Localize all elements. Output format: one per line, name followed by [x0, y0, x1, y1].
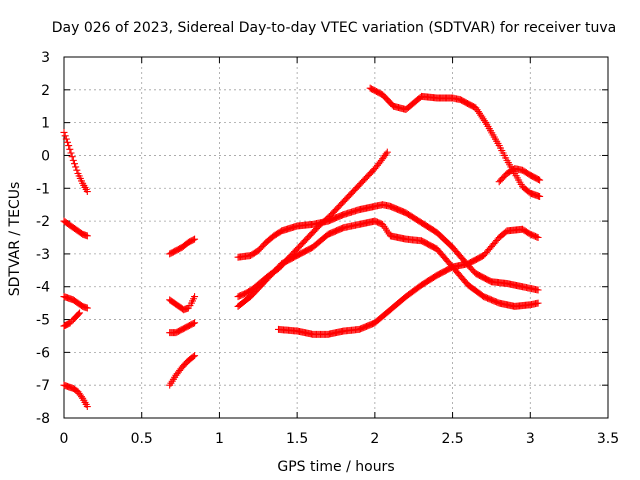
data-point: [83, 403, 91, 411]
data-point: [534, 175, 542, 183]
series-s5: [60, 381, 91, 411]
data-point: [83, 232, 91, 240]
series-s14: [366, 84, 544, 200]
y-tick-label: -3: [36, 247, 50, 263]
data-point: [536, 176, 544, 184]
series-s3: [60, 293, 91, 312]
data-point: [66, 145, 74, 153]
data-point: [191, 352, 199, 360]
x-tick-label: 1.5: [286, 431, 308, 447]
chart-title: Day 026 of 2023, Sidereal Day-to-day VTE…: [52, 20, 616, 36]
data-point: [62, 135, 70, 143]
x-axis: 0 0.5 1 1.5 2 2.5 3 3.5: [60, 57, 619, 447]
y-tick-label: -5: [36, 313, 50, 329]
x-tick-label: 0: [60, 431, 69, 447]
y-tick-label: 2: [41, 83, 50, 99]
y-tick-label: -6: [36, 345, 50, 361]
x-tick-label: 0.5: [131, 431, 153, 447]
data-point: [76, 309, 84, 317]
x-tick-label: 2.5: [441, 431, 463, 447]
data-point: [382, 150, 390, 158]
data-points: [60, 84, 544, 411]
series-s8: [166, 319, 199, 337]
grid: [64, 57, 608, 418]
data-point: [65, 142, 73, 150]
x-axis-label: GPS time / hours: [277, 459, 394, 475]
y-tick-label: -2: [36, 214, 50, 230]
series-s2: [60, 217, 91, 240]
data-point: [534, 299, 542, 307]
x-tick-label: 2: [370, 431, 379, 447]
y-tick-label: 3: [41, 50, 50, 66]
data-point: [189, 236, 197, 244]
data-point: [67, 149, 75, 157]
data-point: [66, 319, 74, 327]
data-point: [75, 310, 83, 318]
data-point: [63, 138, 71, 146]
series-s10: [234, 201, 542, 294]
data-point: [69, 156, 77, 164]
data-point: [383, 148, 391, 156]
data-point: [191, 293, 199, 301]
series-s1: [60, 128, 91, 196]
series-s4: [60, 309, 84, 330]
y-tick-label: 0: [41, 148, 50, 164]
y-tick-label: -7: [36, 378, 50, 394]
series-s9: [166, 352, 199, 389]
data-point: [77, 393, 85, 401]
data-point: [83, 188, 91, 196]
data-point: [534, 234, 542, 241]
data-point: [189, 353, 197, 361]
x-tick-label: 1: [215, 431, 224, 447]
x-tick-label: 3.5: [597, 431, 619, 447]
data-point: [191, 235, 199, 243]
series-s15: [495, 165, 544, 186]
series-s12: [234, 217, 542, 310]
data-point: [61, 132, 69, 140]
plot-frame: [63, 56, 609, 419]
data-point: [536, 192, 544, 200]
data-point: [191, 319, 199, 327]
series-s13: [274, 225, 542, 338]
data-point: [72, 163, 80, 171]
data-point: [534, 286, 542, 294]
y-tick-label: -4: [36, 280, 50, 296]
data-point: [60, 128, 68, 136]
y-tick-label: -1: [36, 181, 50, 197]
y-axis-label: SDTVAR / TECUs: [7, 182, 23, 297]
y-tick-label: 1: [41, 116, 50, 132]
data-point: [73, 166, 81, 174]
x-tick-label: 3: [526, 431, 535, 447]
y-axis: -8 -7 -6 -5 -4 -3 -2 -1 0 1 2 3: [36, 50, 608, 427]
data-point: [70, 160, 78, 168]
data-point: [83, 304, 91, 312]
data-point: [189, 319, 197, 327]
data-point: [68, 153, 76, 161]
series-s6: [166, 235, 199, 258]
series-s7: [166, 293, 199, 314]
y-tick-label: -8: [36, 411, 50, 427]
